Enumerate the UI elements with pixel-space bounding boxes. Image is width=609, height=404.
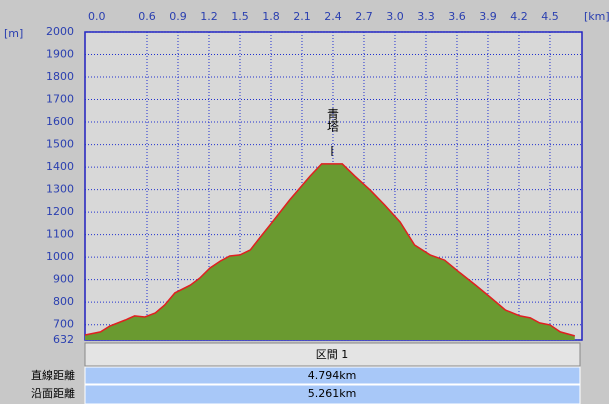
x-tick-label: 2.7 <box>355 10 373 23</box>
y-tick-label: 1800 <box>46 70 74 83</box>
y-tick-label: 900 <box>53 273 74 286</box>
elevation-area <box>85 163 575 340</box>
row-bg <box>84 384 581 404</box>
y-tick-label: 1700 <box>46 93 74 106</box>
x-tick-label: 3.9 <box>479 10 497 23</box>
section-header <box>84 342 581 367</box>
y-tick-label: 1600 <box>46 115 74 128</box>
x-tick-label: 3.0 <box>386 10 404 23</box>
x-tick-label: 0.6 <box>138 10 156 23</box>
y-tick-label: 2000 <box>46 25 74 38</box>
y-unit: [m] <box>4 27 23 40</box>
x-tick-label: 2.4 <box>324 10 342 23</box>
x-tick-label: 0.0 <box>88 10 106 23</box>
x-tick-label: 3.6 <box>448 10 466 23</box>
x-tick-label: 4.2 <box>510 10 528 23</box>
y-tick-label: 1000 <box>46 250 74 263</box>
y-tick-label: 632 <box>53 333 74 346</box>
y-tick-label: 800 <box>53 295 74 308</box>
x-tick-label: 3.3 <box>417 10 435 23</box>
x-tick-label: 4.5 <box>541 10 559 23</box>
x-unit: [km] <box>584 10 609 23</box>
y-tick-label: 1900 <box>46 48 74 61</box>
x-tick-label: 0.9 <box>169 10 187 23</box>
x-tick-label: 1.2 <box>200 10 218 23</box>
row-label: 直線距離 <box>31 368 75 382</box>
y-tick-label: 1500 <box>46 138 74 151</box>
row-label: 沿面距離 <box>31 386 75 400</box>
x-tick-label: 1.8 <box>262 10 280 23</box>
x-tick-label: 1.5 <box>231 10 249 23</box>
elevation-line <box>84 163 575 337</box>
y-tick-label: 1100 <box>46 228 74 241</box>
y-tick-label: 1400 <box>46 160 74 173</box>
summary-table: 区間 1 直線距離 4.794km 沿面距離 5.261km <box>31 342 581 404</box>
y-tick-label: 1300 <box>46 183 74 196</box>
section-label: 区間 1 <box>316 348 349 361</box>
row-bg <box>84 366 581 385</box>
y-tick-label: 700 <box>53 318 74 331</box>
peak-label: 青塔 <box>325 107 339 132</box>
y-tick-label: 1200 <box>46 205 74 218</box>
x-tick-label: 2.1 <box>293 10 311 23</box>
row-value: 4.794km <box>308 369 357 382</box>
row-value: 5.261km <box>308 387 357 400</box>
